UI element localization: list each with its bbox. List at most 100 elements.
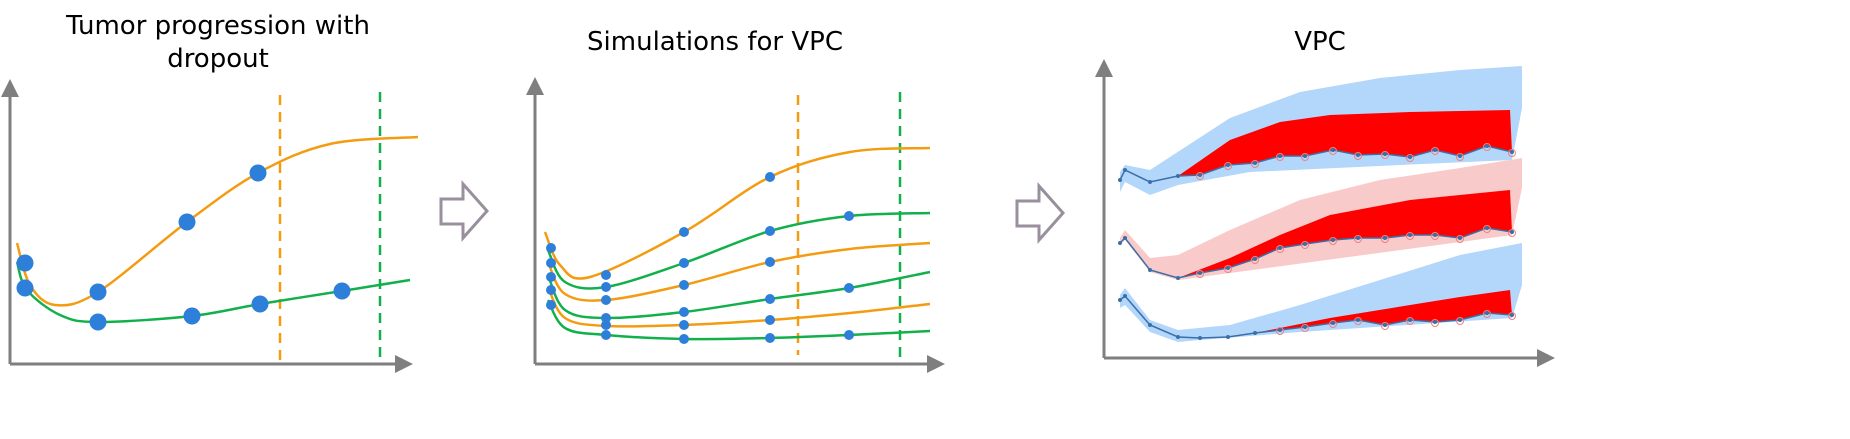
observed-point — [1226, 163, 1230, 167]
observed-point — [1433, 148, 1437, 152]
misspecification-region-3 — [1250, 290, 1512, 334]
outlier-marker — [1276, 245, 1284, 253]
outlier-marker — [1381, 322, 1389, 330]
observed-point — [1485, 311, 1489, 315]
simulated-dot — [601, 320, 611, 330]
simulated-dot — [679, 258, 689, 268]
outlier-marker — [1483, 310, 1491, 318]
outlier-marker — [1301, 324, 1309, 332]
simulated-dot — [679, 280, 689, 290]
outlier-marker — [1329, 320, 1337, 328]
outlier-marker — [1329, 237, 1337, 245]
observation-dot — [249, 164, 267, 182]
observed-point — [1458, 318, 1462, 322]
outlier-marker — [1301, 241, 1309, 249]
outlier-marker — [1276, 327, 1284, 335]
outlier-marker — [1456, 317, 1464, 325]
panel1-title: Tumor progression with dropout — [18, 10, 418, 76]
simulated-dot — [679, 320, 689, 330]
simulated-dot — [679, 227, 689, 237]
panel3-title: VPC — [1294, 27, 1346, 57]
observed-point — [1303, 242, 1307, 246]
simulated-dot — [765, 257, 775, 267]
observed-point — [1198, 336, 1202, 340]
observed-point — [1176, 174, 1180, 178]
observation-dot — [178, 213, 196, 231]
right-arrow-icon — [439, 180, 490, 242]
outlier-marker — [1406, 232, 1414, 240]
observed-point — [1458, 154, 1462, 158]
observed-point — [1303, 154, 1307, 158]
simulated-dot — [765, 172, 775, 182]
outlier-marker — [1431, 147, 1439, 155]
simulated-dot — [844, 211, 854, 221]
observed-point — [1253, 331, 1257, 335]
observed-point — [1510, 230, 1514, 234]
simulated-dot — [546, 285, 556, 295]
outlier-marker — [1406, 154, 1414, 162]
simulated-dot — [546, 272, 556, 282]
simulated-dot — [601, 295, 611, 305]
observation-dot — [89, 313, 107, 331]
observation-dot — [89, 283, 107, 301]
simulated-dot — [765, 226, 775, 236]
outlier-marker — [1381, 151, 1389, 159]
observed-point — [1118, 241, 1122, 245]
observed-point — [1458, 236, 1462, 240]
observed-point — [1356, 318, 1360, 322]
observed-point — [1226, 266, 1230, 270]
outlier-marker — [1483, 225, 1491, 233]
observed-point — [1408, 233, 1412, 237]
observed-point — [1433, 320, 1437, 324]
outlier-marker — [1224, 265, 1232, 273]
orange-patient-curve — [15, 135, 419, 307]
panel2-title: Simulations for VPC — [587, 27, 843, 57]
observed-point — [1331, 148, 1335, 152]
observed-point — [1356, 236, 1360, 240]
outlier-marker — [1406, 317, 1414, 325]
simulated-dot — [601, 270, 611, 280]
outlier-marker — [1508, 229, 1516, 237]
observed-point — [1118, 298, 1122, 302]
outlier-marker — [1354, 152, 1362, 160]
simulated-dot — [765, 333, 775, 343]
outlier-marker — [1196, 270, 1204, 278]
panel1-title-line1: Tumor progression with — [66, 11, 370, 41]
observed-point — [1331, 321, 1335, 325]
observed-point — [1278, 154, 1282, 158]
green-patient-curve — [15, 261, 411, 324]
observation-dot — [333, 282, 351, 300]
outlier-marker — [1196, 172, 1204, 180]
observed-point — [1303, 325, 1307, 329]
observed-point — [1383, 323, 1387, 327]
outlier-marker — [1483, 143, 1491, 151]
outlier-marker — [1251, 160, 1259, 168]
observed-point — [1278, 328, 1282, 332]
observed-point — [1383, 236, 1387, 240]
outlier-marker — [1431, 232, 1439, 240]
outlier-marker — [1381, 235, 1389, 243]
outlier-marker — [1456, 153, 1464, 161]
observed-point — [1383, 152, 1387, 156]
observed-point — [1198, 271, 1202, 275]
outlier-marker — [1251, 256, 1259, 264]
observed-point — [1148, 268, 1152, 272]
simulated-dot — [679, 307, 689, 317]
simulated-dot — [844, 330, 854, 340]
simulated-dot — [765, 294, 775, 304]
observation-dot — [16, 279, 34, 297]
observed-point — [1408, 318, 1412, 322]
observed-point — [1510, 313, 1514, 317]
observed-point — [1118, 178, 1122, 182]
outlier-marker — [1431, 319, 1439, 327]
simulated-dot — [679, 334, 689, 344]
observed-point — [1198, 173, 1202, 177]
panel1-title-line2: dropout — [167, 44, 269, 74]
observed-point — [1331, 238, 1335, 242]
outlier-marker — [1508, 149, 1516, 157]
outlier-marker — [1508, 312, 1516, 320]
simulated-dot — [601, 330, 611, 340]
simulated-curve-3 — [546, 241, 931, 302]
observed-point — [1123, 236, 1127, 240]
